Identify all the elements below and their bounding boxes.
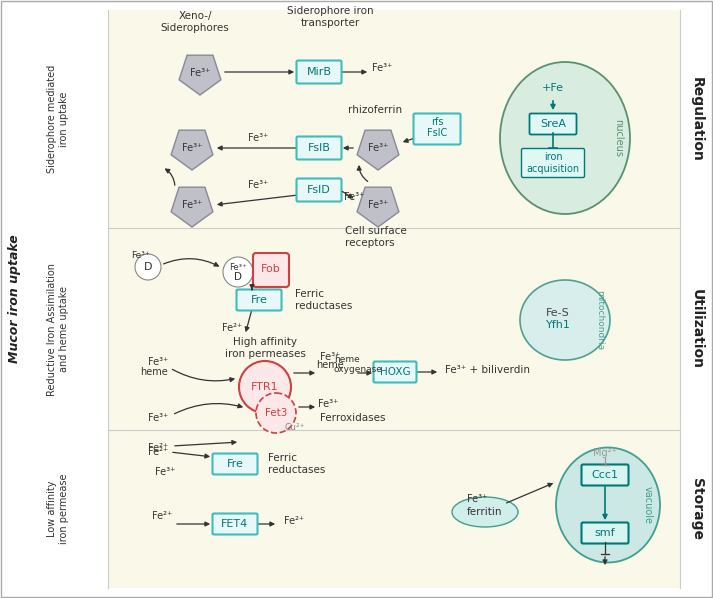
FancyBboxPatch shape: [414, 114, 461, 145]
FancyBboxPatch shape: [212, 514, 257, 535]
FancyBboxPatch shape: [521, 148, 585, 178]
Text: D: D: [144, 262, 153, 272]
Text: Low affinity
iron permease: Low affinity iron permease: [47, 474, 68, 544]
FancyBboxPatch shape: [297, 178, 342, 202]
Text: nucleus: nucleus: [613, 119, 623, 157]
Text: Siderophore mediated
iron uptake: Siderophore mediated iron uptake: [47, 65, 68, 173]
Text: Fe²⁺: Fe²⁺: [148, 443, 168, 453]
Text: mitochondria: mitochondria: [595, 290, 605, 350]
Text: Fe³⁺: Fe³⁺: [155, 467, 175, 477]
Text: HOXG: HOXG: [380, 367, 410, 377]
Circle shape: [256, 393, 296, 433]
Text: Fe³⁺: Fe³⁺: [148, 357, 168, 367]
FancyBboxPatch shape: [530, 114, 577, 135]
FancyBboxPatch shape: [582, 465, 628, 486]
Text: heme
oxygenase: heme oxygenase: [334, 355, 383, 374]
Polygon shape: [171, 130, 213, 170]
Text: Fe³⁺: Fe³⁺: [344, 192, 364, 202]
Text: Fe³⁺ + biliverdin: Fe³⁺ + biliverdin: [445, 365, 530, 375]
Circle shape: [135, 254, 161, 280]
Text: ferritin: ferritin: [467, 507, 503, 517]
Text: Fe³⁺: Fe³⁺: [368, 143, 388, 153]
Circle shape: [239, 361, 291, 413]
Text: Fe²⁺: Fe²⁺: [284, 516, 304, 526]
Text: FTR1: FTR1: [251, 382, 279, 392]
FancyBboxPatch shape: [253, 253, 289, 287]
Text: Ferroxidases: Ferroxidases: [320, 413, 386, 423]
Text: Fe³⁺: Fe³⁺: [230, 264, 247, 273]
Text: FET4: FET4: [221, 519, 249, 529]
Text: Fre: Fre: [227, 459, 243, 469]
Text: smf: smf: [595, 528, 615, 538]
Text: FslC: FslC: [427, 128, 447, 138]
Text: heme: heme: [140, 367, 168, 377]
Text: Xeno-/
Siderophores: Xeno-/ Siderophores: [160, 11, 230, 33]
Text: Fet3: Fet3: [265, 408, 287, 418]
Text: Fe³⁺: Fe³⁺: [467, 494, 487, 504]
Text: FslB: FslB: [307, 143, 330, 153]
Text: Yfh1: Yfh1: [545, 320, 570, 330]
Text: heme: heme: [316, 360, 344, 370]
FancyBboxPatch shape: [582, 523, 628, 544]
Text: iron
acquisition: iron acquisition: [526, 152, 580, 174]
Text: Utilization: Utilization: [690, 289, 704, 369]
Ellipse shape: [452, 497, 518, 527]
Text: Fe²⁺: Fe²⁺: [148, 447, 168, 457]
Text: Fe²⁺: Fe²⁺: [222, 323, 242, 333]
Text: Fre: Fre: [250, 295, 267, 305]
Polygon shape: [357, 187, 399, 227]
FancyBboxPatch shape: [212, 453, 257, 474]
Text: Fe³⁺: Fe³⁺: [248, 180, 268, 190]
Text: rfs: rfs: [431, 117, 443, 127]
Text: rhizoferrin: rhizoferrin: [348, 105, 402, 115]
Text: Regulation: Regulation: [690, 77, 704, 161]
FancyBboxPatch shape: [297, 60, 342, 84]
Text: +Fe: +Fe: [542, 83, 564, 93]
Polygon shape: [179, 55, 221, 95]
Text: Ccc1: Ccc1: [592, 470, 618, 480]
Text: Fe³⁺: Fe³⁺: [182, 200, 202, 210]
Text: Cu²⁺: Cu²⁺: [284, 423, 305, 432]
Text: Fe³⁺: Fe³⁺: [368, 200, 388, 210]
Text: MirB: MirB: [307, 67, 332, 77]
Text: Fob: Fob: [261, 264, 281, 274]
FancyBboxPatch shape: [297, 136, 342, 160]
Text: Fe³⁺: Fe³⁺: [318, 399, 338, 409]
Text: vacuole: vacuole: [643, 486, 653, 524]
Text: D: D: [234, 272, 242, 282]
Text: High affinity
iron permeases: High affinity iron permeases: [225, 337, 305, 359]
Ellipse shape: [556, 447, 660, 563]
Polygon shape: [357, 130, 399, 170]
Text: Mg²⁺: Mg²⁺: [593, 448, 617, 458]
Text: Fe-S: Fe-S: [546, 308, 570, 318]
Text: Ferric
reductases: Ferric reductases: [295, 289, 352, 311]
Ellipse shape: [520, 280, 610, 360]
Text: Ferric
reductases: Ferric reductases: [268, 453, 325, 475]
Text: Fe³⁺: Fe³⁺: [320, 352, 340, 362]
Text: Fe³⁺: Fe³⁺: [130, 251, 149, 260]
Text: Fe³⁺: Fe³⁺: [148, 413, 168, 423]
FancyBboxPatch shape: [374, 362, 416, 383]
Text: Fe³⁺: Fe³⁺: [190, 68, 210, 78]
Text: Fe²⁺: Fe²⁺: [152, 511, 172, 521]
Text: Reductive Iron Assimilation
and heme uptake: Reductive Iron Assimilation and heme upt…: [47, 263, 68, 395]
Text: Fe³⁺: Fe³⁺: [248, 133, 268, 143]
Circle shape: [223, 257, 253, 287]
Text: FslD: FslD: [307, 185, 331, 195]
Text: Fe³⁺: Fe³⁺: [371, 63, 392, 73]
Text: Mucor iron uptake: Mucor iron uptake: [9, 234, 21, 364]
Text: Fe³⁺: Fe³⁺: [182, 143, 202, 153]
FancyBboxPatch shape: [108, 10, 680, 588]
Text: Cell surface
receptors: Cell surface receptors: [345, 226, 406, 248]
Text: SreA: SreA: [540, 119, 566, 129]
Polygon shape: [171, 187, 213, 227]
Text: Storage: Storage: [690, 478, 704, 540]
FancyBboxPatch shape: [237, 289, 282, 310]
Ellipse shape: [500, 62, 630, 214]
Text: Siderophore iron
transporter: Siderophore iron transporter: [287, 6, 374, 28]
